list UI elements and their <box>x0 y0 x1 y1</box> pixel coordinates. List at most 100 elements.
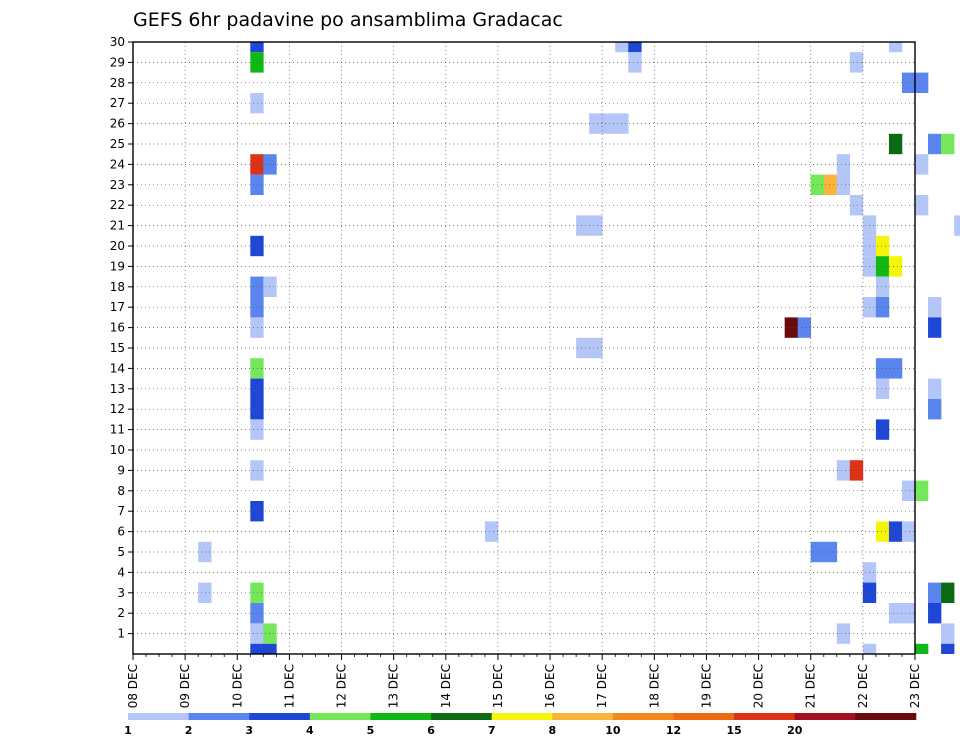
colorbar-swatch <box>734 713 796 720</box>
y-tick-label: 11 <box>110 423 125 437</box>
heatmap-cell <box>198 582 212 603</box>
heatmap-cell <box>576 337 590 359</box>
colorbar-label: 6 <box>427 724 435 737</box>
heatmap-cell <box>576 215 590 236</box>
heatmap-cell <box>862 643 877 654</box>
heatmap-cell <box>875 235 890 257</box>
heatmap-cell <box>250 603 264 624</box>
heatmap-cell <box>250 460 264 481</box>
x-tick-label: 09 DEC <box>178 664 192 708</box>
y-tick-label: 13 <box>110 382 125 396</box>
heatmap-cell <box>915 154 929 175</box>
colorbar-swatch <box>855 713 917 720</box>
heatmap-cell <box>941 643 955 654</box>
x-tick-label: 23 DEC <box>908 664 922 708</box>
y-tick-label: 25 <box>110 137 125 151</box>
y-tick-label: 29 <box>110 55 125 69</box>
colorbar-swatch <box>370 713 432 720</box>
heatmap-cell <box>928 133 942 155</box>
x-tick-label: 15 DEC <box>491 664 505 708</box>
heatmap-cell <box>250 154 264 175</box>
heatmap-cell <box>823 541 838 563</box>
y-tick-label: 4 <box>117 565 125 579</box>
heatmap-cell <box>250 276 264 297</box>
heatmap-cell <box>250 52 264 73</box>
heatmap-cell <box>888 358 903 379</box>
heatmap-cell <box>250 582 264 603</box>
heatmap-cell <box>836 460 851 481</box>
heatmap-cell <box>250 623 264 644</box>
y-tick-label: 30 <box>110 35 125 49</box>
colorbar-swatch <box>552 713 614 720</box>
x-tick-label: 21 DEC <box>804 664 818 708</box>
y-tick-label: 19 <box>110 259 125 273</box>
colorbar-label: 2 <box>185 724 193 737</box>
x-tick-label: 08 DEC <box>126 664 140 708</box>
colorbar-swatch <box>309 713 371 720</box>
heatmap-cell <box>875 358 890 379</box>
y-tick-label: 23 <box>110 178 125 192</box>
colorbar-swatch <box>612 713 674 720</box>
colorbar-label: 1 <box>124 724 132 737</box>
heatmap-cell <box>589 113 603 134</box>
x-tick-label: 13 DEC <box>387 664 401 708</box>
colorbar-swatch <box>673 713 735 720</box>
heatmap-cell <box>875 378 890 399</box>
heatmap-cell <box>901 521 916 542</box>
chart-title: GEFS 6hr padavine po ansamblima Gradacac <box>133 9 563 31</box>
heatmap-cell <box>928 297 942 318</box>
heatmap-cell <box>875 256 890 277</box>
x-tick-label: 16 DEC <box>543 664 557 708</box>
heatmap-cell <box>250 501 264 522</box>
y-tick-label: 1 <box>117 627 125 641</box>
heatmap-cell <box>823 174 838 195</box>
y-tick-label: 5 <box>117 545 125 559</box>
heatmap-cell <box>628 42 642 53</box>
colorbar-swatch <box>188 713 250 720</box>
heatmap-cell <box>784 317 798 338</box>
colorbar-swatch <box>794 713 856 720</box>
x-tick-label: 19 DEC <box>699 664 713 708</box>
y-tick-label: 20 <box>110 239 125 253</box>
x-tick-label: 10 DEC <box>230 664 244 708</box>
x-tick-label: 14 DEC <box>439 664 453 708</box>
heatmap-cell <box>250 419 264 440</box>
x-tick-label: 22 DEC <box>856 664 870 708</box>
x-tick-label: 20 DEC <box>752 664 766 708</box>
colorbar-label: 8 <box>548 724 556 737</box>
colorbar-label: 3 <box>245 724 253 737</box>
x-tick-label: 11 DEC <box>282 664 296 708</box>
heatmap-cell <box>928 399 942 420</box>
heatmap-cell <box>250 297 264 318</box>
colorbar-swatch <box>249 713 311 720</box>
heatmap-cell <box>941 582 955 603</box>
y-axis: 1234567891011121314151617181920212223242… <box>110 35 133 641</box>
heatmap-cell <box>797 317 812 338</box>
heatmap-cell <box>915 480 929 501</box>
heatmap-cell <box>928 582 942 603</box>
heatmap-cell <box>836 154 851 175</box>
heatmap-cell <box>875 521 890 542</box>
colorbar-label: 12 <box>666 724 681 737</box>
colorbar-legend: 1 2 3 4 5 6 7 8 10 12 15 20 <box>124 713 917 737</box>
heatmap-cell <box>250 643 264 654</box>
heatmap-cell <box>836 174 851 195</box>
y-tick-label: 16 <box>110 321 125 335</box>
heatmap-cell <box>836 623 851 644</box>
heatmap-cell <box>849 52 864 73</box>
y-tick-label: 7 <box>117 504 125 518</box>
heatmap-cell <box>875 419 890 440</box>
y-tick-label: 21 <box>110 219 125 233</box>
heatmap-cell <box>628 52 642 73</box>
y-tick-label: 14 <box>110 361 125 375</box>
y-tick-label: 9 <box>117 463 125 477</box>
heatmap-cell <box>849 195 864 216</box>
heatmap-cell <box>615 42 629 53</box>
x-tick-label: 18 DEC <box>647 664 661 708</box>
heatmap-cell <box>888 521 903 542</box>
heatmap-cell <box>888 603 903 624</box>
heatmap-cell <box>250 42 264 53</box>
heatmap-cell <box>954 215 960 236</box>
colorbar-label: 4 <box>306 724 314 737</box>
x-tick-label: 12 DEC <box>335 664 349 708</box>
